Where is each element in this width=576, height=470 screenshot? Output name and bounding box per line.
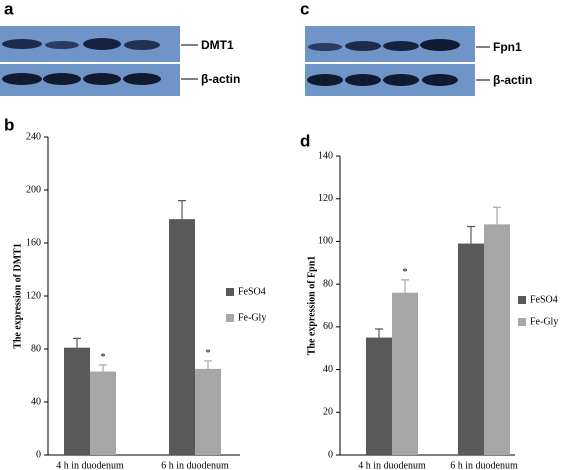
y-axis-label: The expression of Fpn1 — [306, 256, 317, 356]
error-bar — [99, 364, 107, 372]
bar — [458, 243, 484, 455]
annotation: * — [403, 267, 408, 278]
error-bar — [204, 360, 212, 369]
legend-swatch — [226, 314, 234, 322]
legend-label: Fe-Gly — [238, 312, 266, 323]
y-tick-label: 80 — [323, 278, 333, 289]
y-tick-label: 20 — [323, 407, 333, 418]
y-tick-label: 0 — [328, 449, 333, 460]
lane-label: 2 — [360, 9, 367, 24]
legend-label: FeSO4 — [530, 294, 558, 305]
y-tick-label: 140 — [318, 150, 333, 161]
y-tick-label: 100 — [318, 236, 333, 247]
annotation: * — [206, 348, 211, 359]
lane-label: 1 — [322, 9, 329, 24]
lane-label: 3 — [398, 9, 405, 24]
bar — [90, 371, 116, 455]
panel-label: d — [300, 131, 310, 150]
blot-label: DMT1 — [201, 38, 234, 52]
y-tick-label: 240 — [26, 131, 41, 142]
panel-label: c — [300, 0, 309, 18]
y-tick-label: 120 — [26, 290, 41, 301]
bar — [392, 292, 418, 455]
error-bar — [375, 328, 383, 338]
y-tick-label: 160 — [26, 237, 41, 248]
bar — [64, 347, 90, 455]
lane-label: 1 — [19, 9, 26, 24]
lane-label: 3 — [99, 9, 106, 24]
y-tick-label: 40 — [323, 364, 333, 375]
error-bar — [493, 206, 501, 225]
y-tick-label: 60 — [323, 321, 333, 332]
legend-swatch — [518, 318, 526, 326]
blot-a — [0, 26, 198, 96]
y-tick-label: 120 — [318, 193, 333, 204]
error-bar — [401, 279, 409, 293]
lane-label: 4 — [139, 9, 146, 24]
annotation: * — [101, 352, 106, 363]
blot-c — [305, 26, 490, 96]
panel-label: a — [4, 0, 14, 18]
y-tick-label: 40 — [31, 396, 41, 407]
x-tick-label: 4 h in duodenum — [358, 460, 426, 470]
error-bar — [467, 225, 475, 244]
y-tick-label: 200 — [26, 184, 41, 195]
x-tick-label: 4 h in duodenum — [56, 460, 124, 470]
blot-label: β-actin — [493, 73, 532, 87]
lane-label: 2 — [59, 9, 66, 24]
bar — [484, 224, 510, 455]
panel-label: b — [4, 115, 14, 134]
bar — [195, 368, 221, 455]
y-tick-label: 80 — [31, 343, 41, 354]
y-axis-label: The expression of DMT1 — [12, 243, 23, 349]
legend-label: Fe-Gly — [530, 316, 558, 327]
error-bar — [73, 337, 81, 348]
x-tick-label: 6 h in duodenum — [161, 460, 229, 470]
bar — [169, 219, 195, 455]
bar — [366, 337, 392, 455]
lane-label: 4 — [437, 9, 444, 24]
blot-label: Fpn1 — [493, 40, 522, 54]
x-tick-label: 6 h in duodenum — [450, 460, 518, 470]
legend-swatch — [518, 296, 526, 304]
legend-swatch — [226, 288, 234, 296]
blot-label: β-actin — [201, 72, 240, 86]
error-bar — [178, 200, 186, 220]
y-tick-label: 0 — [36, 449, 41, 460]
legend-label: FeSO4 — [238, 286, 266, 297]
